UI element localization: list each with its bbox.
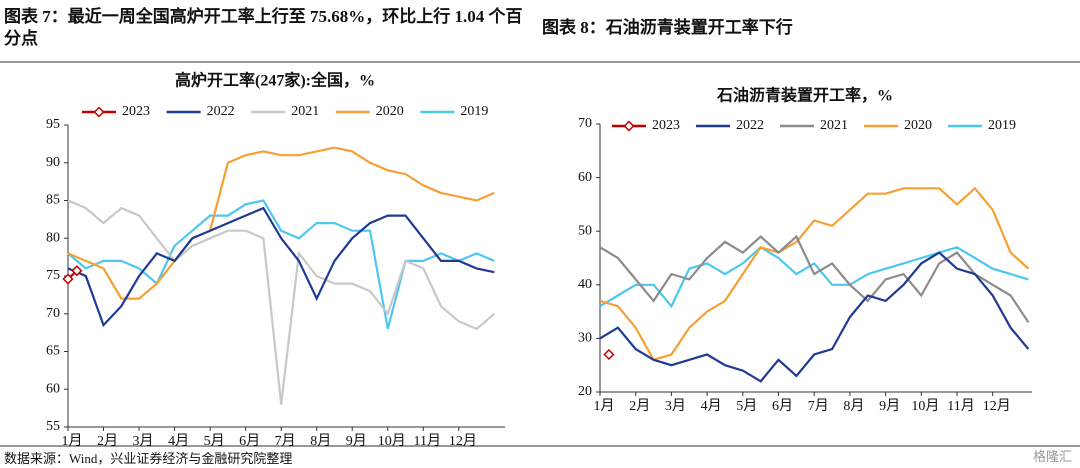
y-tick-label: 60 [46,381,60,396]
legend-label: 2022 [736,118,764,133]
legend-label: 2020 [376,104,404,119]
legend-label: 2023 [122,104,150,119]
x-tick-label: 8月 [310,433,331,449]
legend-label: 2019 [988,118,1016,133]
x-tick-label: 5月 [736,398,757,414]
figure-title: 图表 7：最近一周全国高炉开工率上行至 75.68%，环比上行 1.04 个百分… [4,7,523,48]
legend-label: 2023 [652,118,680,133]
y-tick-label: 50 [578,223,592,238]
x-tick-label: 3月 [133,433,154,449]
x-tick-label: 1月 [594,398,615,414]
x-tick-label: 6月 [239,433,260,449]
legend-label: 2022 [207,104,235,119]
legend-marker [623,120,635,132]
legend-label: 2021 [820,118,848,133]
y-tick-label: 90 [46,155,60,170]
series-line [599,234,1030,323]
x-tick-label: 10月 [911,398,939,414]
x-tick-label: 2月 [97,433,118,449]
x-tick-label: 8月 [843,398,864,414]
series-line [599,245,1029,309]
point-marker [71,265,83,277]
series-line [67,199,496,405]
x-tick-label: 9月 [879,398,900,414]
x-tick-label: 2月 [629,398,650,414]
watermark: 格隆汇 [1032,450,1072,465]
x-tick-label: 12月 [983,398,1011,414]
legend-label: 2021 [291,104,319,119]
y-tick-label: 20 [578,384,592,399]
y-tick-label: 70 [578,116,592,131]
y-tick-label: 70 [46,306,60,321]
legend-label: 2019 [460,104,488,119]
x-tick-label: 3月 [665,398,686,414]
x-tick-label: 4月 [168,433,189,449]
point-marker [62,273,74,285]
x-tick-label: 6月 [772,398,793,414]
x-tick-label: 5月 [204,433,225,449]
x-tick-label: 9月 [346,433,367,449]
y-tick-label: 95 [46,117,60,132]
x-tick-label: 7月 [275,433,296,449]
y-tick-label: 65 [46,344,60,359]
point-marker [603,348,615,361]
chart-title: 高炉开工率(247家):全国，% [175,71,375,90]
y-tick-label: 40 [578,277,592,292]
y-tick-label: 60 [578,170,592,185]
y-tick-label: 55 [46,419,60,434]
x-tick-label: 11月 [414,433,441,449]
series-line [67,206,495,328]
figure-title: 图表 8：石油沥青装置开工率下行 [542,18,793,37]
y-tick-label: 30 [578,331,592,346]
y-tick-label: 80 [46,230,60,245]
x-tick-label: 11月 [947,398,974,414]
chart-title: 石油沥青装置开工率，% [716,86,893,105]
y-tick-label: 85 [46,193,60,208]
series-line [599,186,1030,362]
y-tick-label: 75 [46,268,60,283]
x-tick-label: 10月 [378,433,406,449]
x-tick-label: 7月 [808,398,829,414]
series-line [67,146,495,300]
x-tick-label: 1月 [62,433,83,449]
legend-label: 2020 [904,118,932,133]
legend-marker [93,106,105,118]
source-note: 数据来源：Wind，兴业证券经济与金融研究院整理 [4,451,293,466]
x-tick-label: 12月 [449,433,477,449]
x-tick-label: 4月 [701,398,722,414]
series-line [67,199,495,330]
series-line [599,251,1030,383]
